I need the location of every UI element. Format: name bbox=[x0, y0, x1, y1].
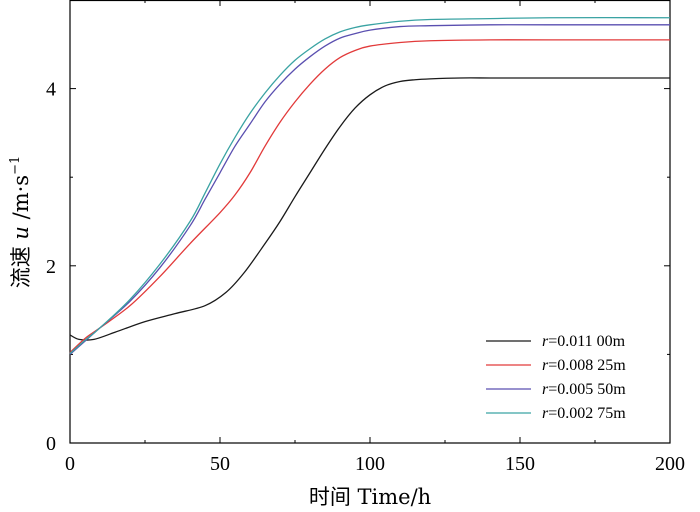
y-axis-title-var: u bbox=[9, 226, 33, 240]
legend-label-value: =0.005 50m bbox=[548, 381, 626, 398]
series-lines bbox=[69, 17, 671, 355]
legend-label-value: =0.002 75m bbox=[548, 405, 626, 422]
y-tick-label: 0 bbox=[46, 433, 56, 455]
series-line-3 bbox=[69, 24, 670, 355]
y-axis-title-unit: /m·s bbox=[9, 175, 33, 226]
x-tick-label: 150 bbox=[505, 453, 535, 475]
plot-border bbox=[69, 0, 671, 444]
plot-frame bbox=[69, 0, 671, 444]
y-tick-label: 2 bbox=[46, 256, 56, 278]
legend-label-value: =0.011 00m bbox=[548, 333, 625, 350]
x-axis-title: 时间 Time/h bbox=[309, 485, 431, 509]
legend-label-value: =0.008 25m bbox=[548, 357, 626, 374]
y-tick-label: 4 bbox=[46, 79, 56, 101]
y-axis-title-main: 流速 bbox=[9, 240, 33, 289]
x-tick-label: 200 bbox=[655, 453, 685, 475]
legend-label-3: r=0.005 50m bbox=[542, 381, 626, 398]
y-axis-title: 流速 u /m·s−1 bbox=[8, 156, 33, 289]
legend-label-2: r=0.008 25m bbox=[542, 357, 626, 374]
axis-tick-labels: 0 50 100 150 200 0 2 4 bbox=[46, 79, 685, 475]
legend-label-1: r=0.011 00m bbox=[542, 333, 626, 350]
legend-label-4: r=0.002 75m bbox=[542, 405, 626, 422]
legend-label-var: r bbox=[542, 381, 549, 398]
legend-label-var: r bbox=[542, 333, 549, 350]
x-tick-label: 100 bbox=[355, 453, 385, 475]
axis-ticks bbox=[69, 0, 671, 444]
series-line-1 bbox=[69, 77, 670, 341]
legend-label-var: r bbox=[542, 357, 549, 374]
x-tick-label: 0 bbox=[65, 453, 75, 475]
series-line-4 bbox=[69, 17, 671, 354]
x-tick-label: 50 bbox=[210, 453, 230, 475]
series-line-2 bbox=[69, 39, 670, 354]
legend-label-var: r bbox=[542, 405, 549, 422]
y-axis-title-exp: −1 bbox=[8, 156, 23, 175]
